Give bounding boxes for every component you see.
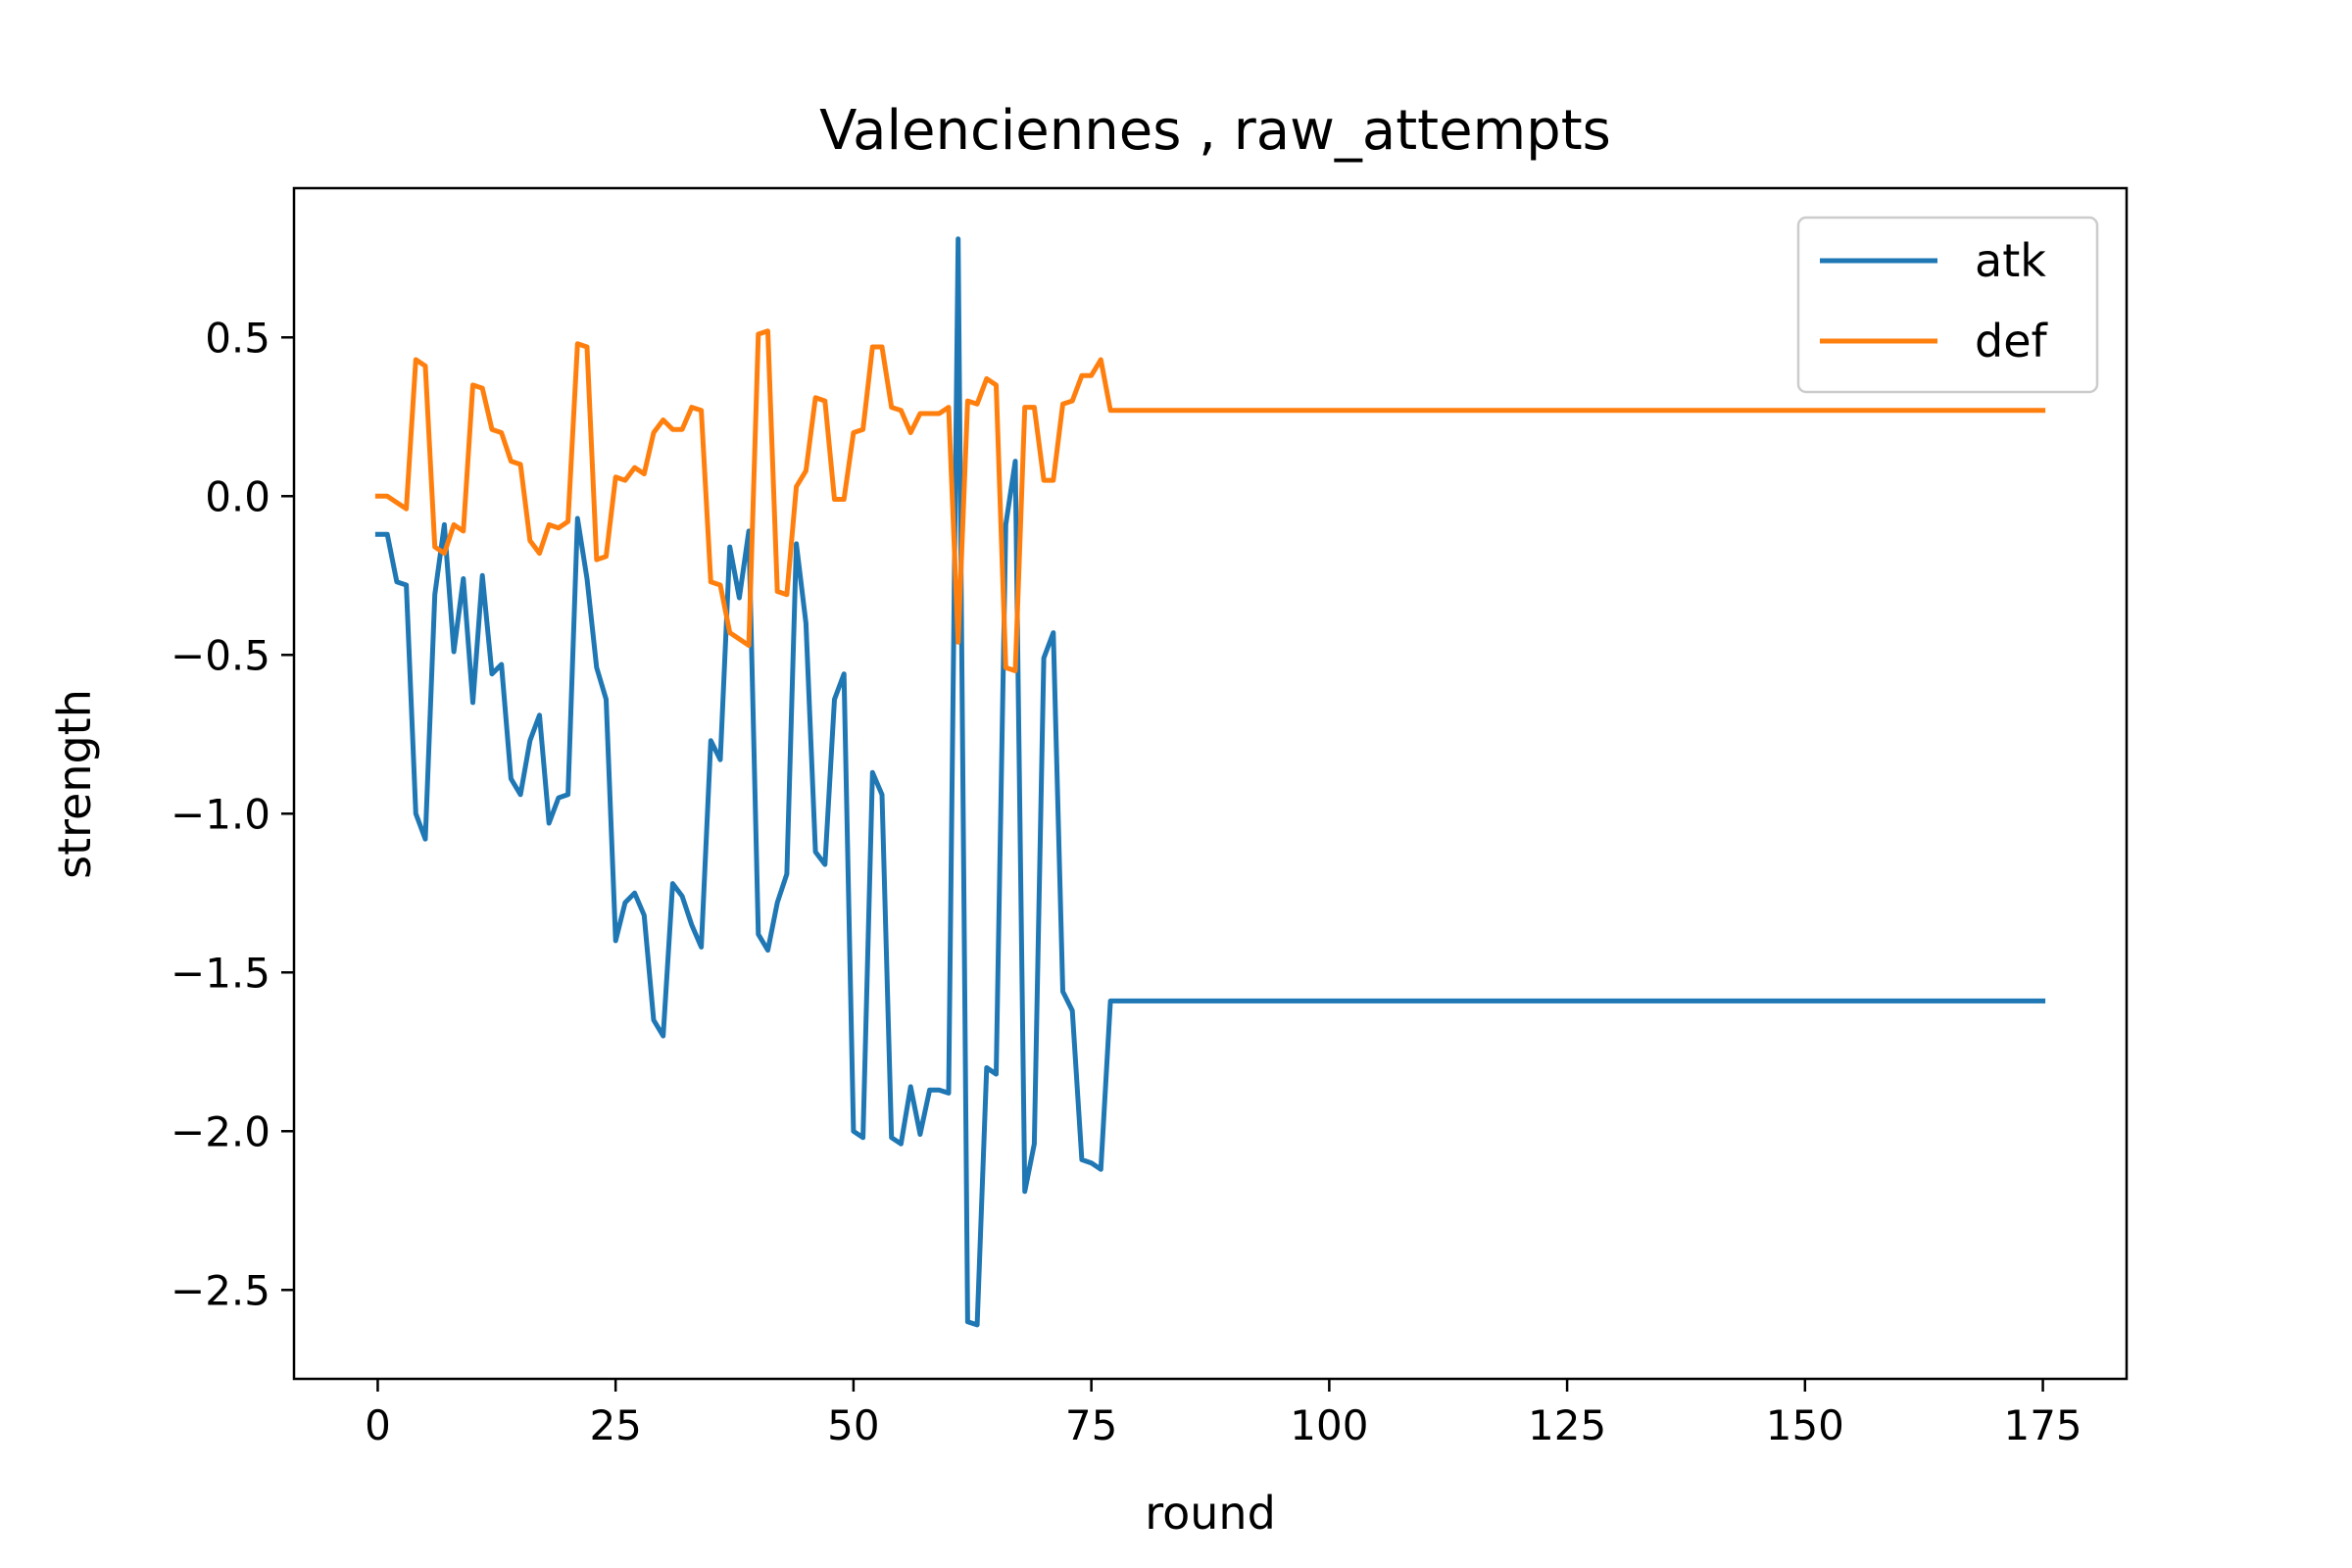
x-axis: 0 25 50 75 100 125 150 175 xyxy=(365,1379,2082,1449)
x-tick-label: 50 xyxy=(827,1401,879,1449)
legend: atk def xyxy=(1796,216,2099,394)
x-tick-label: 25 xyxy=(589,1401,641,1449)
y-axis-label: strength xyxy=(48,689,101,879)
series-line-def xyxy=(374,328,2046,673)
series-line-atk xyxy=(374,236,2046,1328)
y-tick-label: −1.5 xyxy=(171,949,270,997)
x-tick-label: 150 xyxy=(1766,1401,1844,1449)
legend-box xyxy=(1796,216,2099,394)
y-tick-label: −2.5 xyxy=(171,1266,270,1314)
y-tick-label: 0.0 xyxy=(205,472,270,520)
x-tick-label: 175 xyxy=(2003,1401,2082,1449)
x-axis-label: round xyxy=(1145,1487,1276,1540)
legend-label-def: def xyxy=(1975,315,2049,368)
plot-area xyxy=(374,236,2046,1328)
y-tick-label: −2.0 xyxy=(171,1107,270,1155)
y-tick-label: −0.5 xyxy=(171,631,270,679)
plot-frame xyxy=(292,186,2129,1381)
y-tick-label: −1.0 xyxy=(171,790,270,838)
legend-label-atk: atk xyxy=(1975,234,2046,287)
x-tick-label: 0 xyxy=(365,1401,391,1449)
y-tick-label: 0.5 xyxy=(205,314,270,362)
x-tick-label: 75 xyxy=(1065,1401,1117,1449)
chart-title: Valenciennes , raw_attempts xyxy=(819,99,1611,163)
y-axis: 0.5 0.0 −0.5 −1.0 −1.5 −2.0 −2.5 xyxy=(171,314,294,1314)
x-tick-label: 125 xyxy=(1528,1401,1606,1449)
x-tick-label: 100 xyxy=(1290,1401,1368,1449)
